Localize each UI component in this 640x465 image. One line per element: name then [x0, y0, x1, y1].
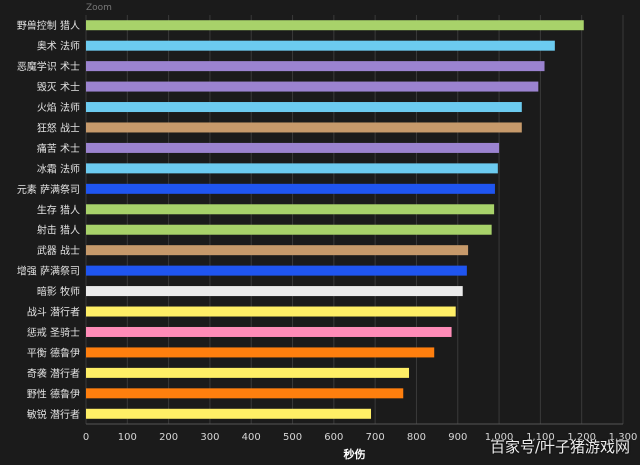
- category-label-2: 恶魔学识 术士: [17, 60, 80, 73]
- category-label-8: 元素 萨满祭司: [17, 183, 80, 196]
- bar-2: [86, 61, 545, 72]
- category-label-0: 野兽控制 猎人: [17, 19, 80, 32]
- category-label-17: 奇袭 潜行者: [27, 367, 80, 380]
- bar-15: [86, 326, 452, 337]
- bar-6: [86, 142, 500, 153]
- bar-18: [86, 388, 404, 399]
- category-label-1: 奥术 法师: [37, 40, 80, 53]
- bar-10: [86, 224, 492, 235]
- x-tick-label-9: 900: [448, 432, 467, 443]
- bar-14: [86, 306, 456, 317]
- category-label-6: 痛苦 术士: [37, 142, 80, 155]
- x-tick-label-13: 1,300: [609, 432, 638, 443]
- bar-11: [86, 245, 469, 256]
- category-label-15: 惩戒 圣骑士: [27, 326, 80, 339]
- x-tick-label-1: 100: [118, 432, 137, 443]
- x-tick-label-6: 600: [324, 432, 343, 443]
- x-tick-label-8: 800: [407, 432, 426, 443]
- bar-9: [86, 204, 495, 215]
- category-label-10: 射击 猎人: [37, 224, 80, 237]
- category-label-7: 冰霜 法师: [37, 162, 80, 175]
- bar-17: [86, 367, 410, 378]
- x-tick-label-12: 1,200: [567, 432, 596, 443]
- category-label-3: 毁灭 术士: [37, 81, 80, 94]
- x-tick-label-11: 1,100: [526, 432, 555, 443]
- category-label-5: 狂怒 战士: [37, 121, 80, 134]
- bar-0: [86, 20, 584, 31]
- bar-8: [86, 183, 495, 194]
- bar-4: [86, 102, 522, 113]
- zoom-label[interactable]: Zoom: [86, 3, 112, 13]
- category-label-14: 战斗 潜行者: [27, 306, 80, 319]
- bar-13: [86, 286, 463, 297]
- bar-5: [86, 122, 522, 133]
- category-label-19: 敏锐 潜行者: [27, 408, 80, 421]
- bar-3: [86, 81, 539, 92]
- x-tick-label-4: 400: [242, 432, 261, 443]
- category-label-13: 暗影 牧师: [37, 285, 80, 298]
- watermark: 百家号/叶子猪游戏网: [489, 438, 630, 456]
- category-label-4: 火焰 法师: [37, 101, 80, 114]
- category-label-11: 武器 战士: [37, 244, 80, 257]
- x-axis-title: 秒伤: [344, 447, 366, 461]
- x-tick-label-2: 200: [159, 432, 178, 443]
- bar-12: [86, 265, 467, 276]
- bar-19: [86, 408, 372, 419]
- bar-7: [86, 163, 498, 174]
- x-tick-label-5: 500: [283, 432, 302, 443]
- bar-16: [86, 347, 435, 358]
- x-tick-label-3: 300: [200, 432, 219, 443]
- x-tick-label-0: 0: [83, 432, 89, 443]
- x-tick-label-7: 700: [366, 432, 385, 443]
- x-tick-label-10: 1,000: [485, 432, 514, 443]
- category-label-18: 野性 德鲁伊: [27, 387, 80, 400]
- category-label-12: 增强 萨满祭司: [17, 265, 80, 278]
- category-label-9: 生存 猎人: [37, 203, 80, 216]
- category-label-16: 平衡 德鲁伊: [27, 346, 80, 359]
- bar-1: [86, 40, 555, 51]
